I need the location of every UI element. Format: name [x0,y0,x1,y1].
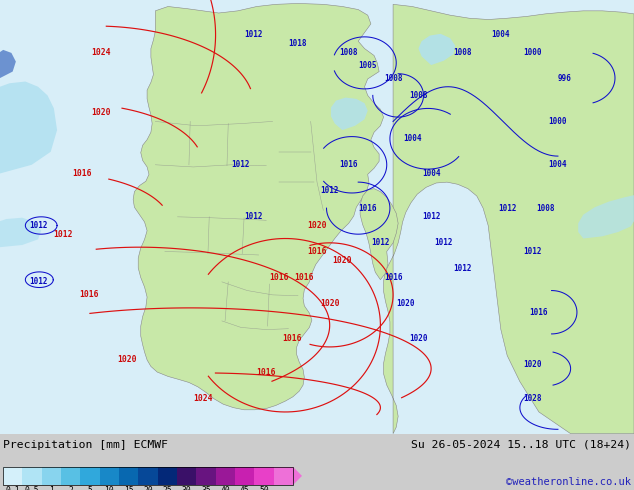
Bar [100,467,119,485]
Bar [158,467,177,485]
Text: 1012: 1012 [523,247,542,256]
Text: 1016: 1016 [79,291,98,299]
Text: 5: 5 [87,487,93,490]
Bar [216,467,235,485]
Polygon shape [0,81,57,173]
Polygon shape [0,218,41,247]
Text: 1012: 1012 [320,186,339,196]
Text: 1016: 1016 [269,273,288,282]
Text: 1008: 1008 [339,48,358,56]
Text: 1012: 1012 [422,212,441,221]
Text: 1028: 1028 [523,394,542,403]
Text: 1020: 1020 [117,355,136,365]
Text: 1020: 1020 [307,221,327,230]
Text: 1008: 1008 [384,74,403,82]
Text: 1016: 1016 [384,273,403,282]
Text: 1020: 1020 [333,256,352,265]
Bar [177,467,197,485]
Text: 1016: 1016 [339,160,358,169]
Text: 1016: 1016 [295,273,314,282]
Bar [197,467,216,485]
Text: 1005: 1005 [358,61,377,70]
Bar [61,467,81,485]
Text: 1020: 1020 [320,299,339,308]
Bar [254,467,274,485]
Text: 1020: 1020 [92,108,111,117]
Text: 1012: 1012 [453,265,472,273]
Polygon shape [384,4,634,434]
Text: 1012: 1012 [498,204,517,213]
Bar [3,467,22,485]
Text: 1016: 1016 [307,247,327,256]
Text: Su 26-05-2024 15..18 UTC (18+24): Su 26-05-2024 15..18 UTC (18+24) [411,440,631,450]
Text: 40: 40 [221,487,230,490]
Text: 10: 10 [105,487,114,490]
Text: 15: 15 [124,487,134,490]
Polygon shape [331,98,368,130]
Text: 1012: 1012 [371,238,390,247]
Text: 25: 25 [162,487,172,490]
Text: 45: 45 [240,487,250,490]
Text: 1016: 1016 [257,368,276,377]
Text: 50: 50 [259,487,269,490]
Text: 1012: 1012 [54,230,73,239]
Text: 1012: 1012 [244,30,263,39]
Text: 0.5: 0.5 [25,487,39,490]
Bar [274,467,293,485]
Bar [22,467,42,485]
Text: 0.1: 0.1 [5,487,20,490]
Polygon shape [578,195,634,239]
Text: 1016: 1016 [529,308,548,317]
Text: 1020: 1020 [523,360,542,369]
Bar [138,467,158,485]
Text: 1012: 1012 [231,160,250,169]
Polygon shape [293,467,302,485]
Text: 1024: 1024 [92,48,111,56]
Text: 1024: 1024 [193,394,212,403]
Text: ©weatheronline.co.uk: ©weatheronline.co.uk [506,477,631,487]
Polygon shape [133,3,384,410]
Bar [235,467,254,485]
Text: 20: 20 [143,487,153,490]
Text: 1004: 1004 [422,169,441,178]
Text: 1012: 1012 [29,277,48,286]
Bar [81,467,100,485]
Bar [119,467,138,485]
Bar [3,467,293,485]
Text: 1016: 1016 [73,169,92,178]
Text: 2: 2 [68,487,73,490]
Text: 1016: 1016 [282,334,301,343]
Text: 1012: 1012 [244,212,263,221]
Polygon shape [418,34,455,65]
Text: 30: 30 [182,487,191,490]
Polygon shape [360,189,398,280]
Text: 1008: 1008 [536,204,555,213]
Text: 1018: 1018 [288,39,307,48]
Text: 1020: 1020 [396,299,415,308]
Text: 1000: 1000 [548,117,567,126]
Bar [42,467,61,485]
Text: 1008: 1008 [453,48,472,56]
Text: 1004: 1004 [403,134,422,143]
Text: 1012: 1012 [434,238,453,247]
Text: 1012: 1012 [29,221,48,230]
Text: 1004: 1004 [548,160,567,169]
Text: 996: 996 [557,74,571,82]
Text: 1016: 1016 [358,204,377,213]
Text: Precipitation [mm] ECMWF: Precipitation [mm] ECMWF [3,440,168,450]
Polygon shape [0,50,16,78]
Text: 1000: 1000 [523,48,542,56]
Text: 1: 1 [49,487,54,490]
Text: 1004: 1004 [491,30,510,39]
Text: 35: 35 [201,487,211,490]
Text: 1008: 1008 [409,91,428,100]
Text: 1020: 1020 [409,334,428,343]
